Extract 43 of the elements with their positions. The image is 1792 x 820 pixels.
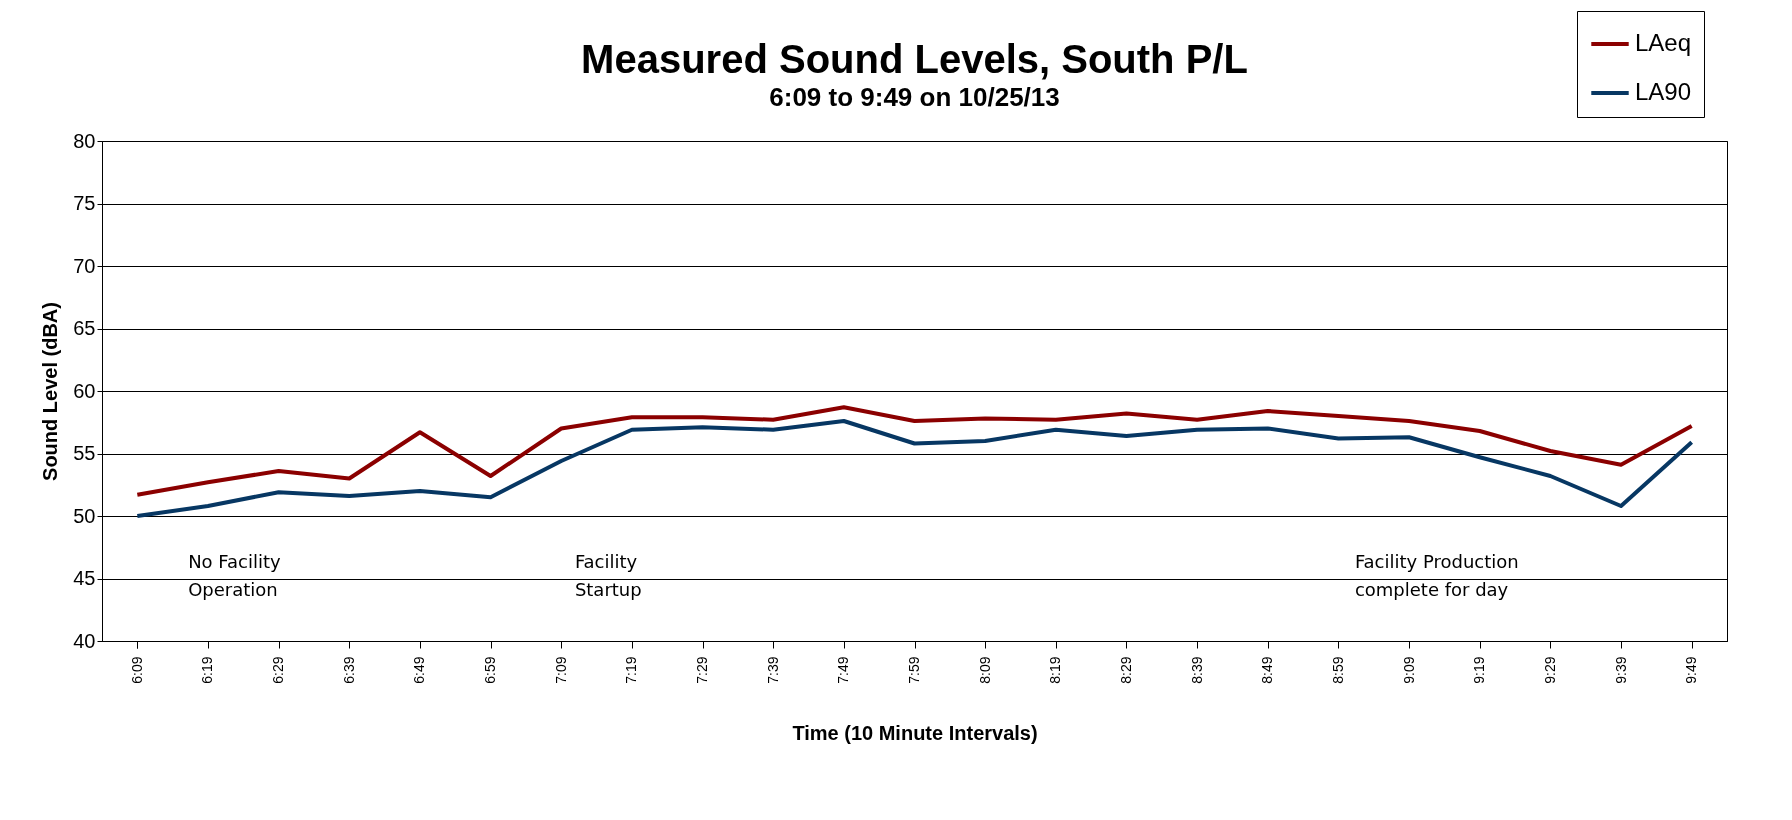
annotation: No Facility Operation [188, 550, 282, 600]
y-tick-label: 70 [73, 254, 96, 277]
y-tick-label: 45 [73, 567, 96, 589]
x-tick-label: 8:29 [1117, 656, 1134, 684]
x-tick-label: 6:09 [128, 656, 145, 684]
y-tick-label: 60 [73, 379, 96, 402]
y-tick-label: 40 [73, 629, 96, 652]
x-tick-label: 8:39 [1188, 656, 1205, 684]
x-tick-label: 6:19 [199, 656, 216, 684]
x-tick-label: 8:19 [1047, 656, 1064, 684]
x-tick-label: 6:59 [482, 656, 499, 684]
annotation: Facility Production complete for day [1354, 550, 1519, 600]
y-tick-label: 55 [73, 442, 96, 464]
y-axis-title: Sound Level (dBA) [39, 302, 62, 481]
x-tick-label: 9:49 [1683, 656, 1700, 684]
x-tick-label: 6:39 [340, 656, 357, 684]
x-tick-label: 7:49 [835, 656, 852, 684]
x-tick-label: 7:09 [552, 656, 569, 684]
y-tick-label: 80 [73, 129, 96, 152]
x-tick-label: 8:49 [1259, 656, 1276, 684]
x-tick-label: 9:39 [1612, 656, 1629, 684]
line-series [135, 405, 1694, 497]
x-tick-label: 8:59 [1329, 656, 1346, 684]
x-tick-label: 8:09 [976, 656, 993, 684]
x-tick-label: 7:59 [906, 656, 922, 684]
y-tick-label: 65 [73, 317, 96, 339]
x-tick-label: 9:29 [1541, 656, 1558, 684]
x-tick-label: 7:39 [764, 656, 781, 684]
x-tick-label: 6:49 [411, 656, 428, 684]
x-tick-label: 6:29 [270, 656, 287, 684]
x-axis-title: Time (10 Minute Intervals) [792, 721, 1038, 744]
x-tick-label: 9:09 [1400, 656, 1417, 684]
chart-subtitle: 6:09 to 9:49 on 10/25/13 [769, 81, 1060, 112]
x-tick-label: 9:19 [1471, 656, 1488, 684]
x-tick-label: 7:29 [694, 656, 711, 684]
chart-title: Measured Sound Levels, South P/L [581, 36, 1248, 81]
legend-label: LAeq [1635, 29, 1692, 56]
annotation: Facility Startup [574, 550, 642, 600]
line-series [135, 419, 1694, 518]
legend-label: LA90 [1635, 78, 1692, 105]
y-tick-label: 75 [73, 192, 96, 214]
x-tick-label: 7:19 [623, 656, 640, 684]
y-tick-label: 50 [73, 504, 96, 527]
